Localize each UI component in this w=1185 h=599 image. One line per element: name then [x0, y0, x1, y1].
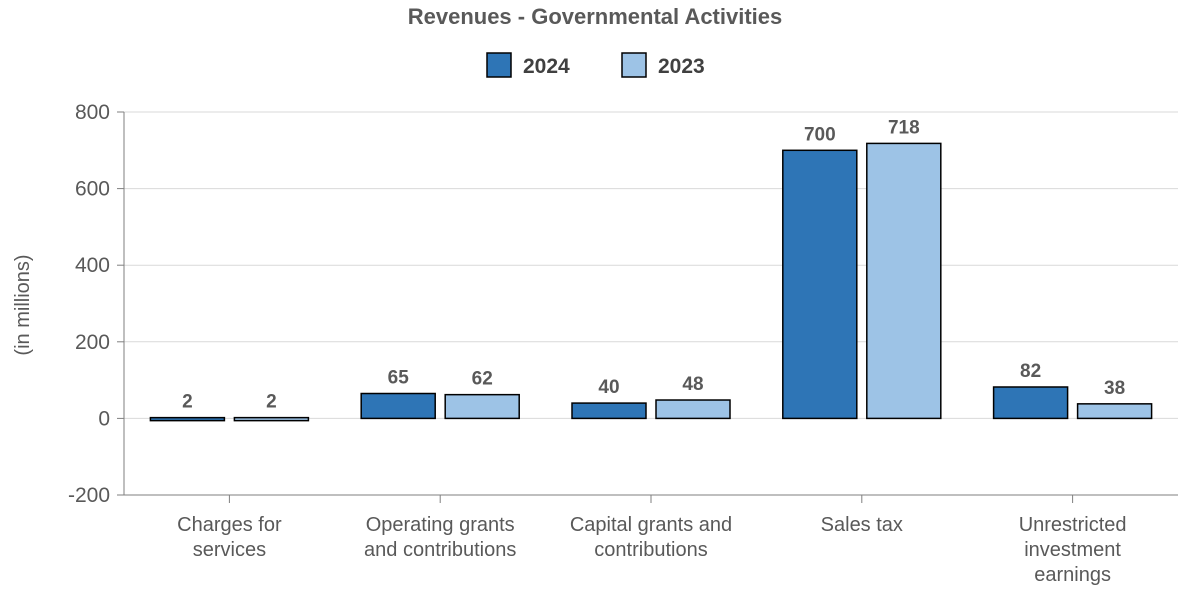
bar-2023-2: [655, 399, 731, 420]
legend-label-2024: 2024: [523, 55, 570, 78]
y-axis-label: (in millions): [12, 254, 34, 355]
legend-swatch-2024: [486, 52, 512, 78]
bar-2023-1: [444, 393, 520, 420]
x-tick-label: Unrestricted investment earnings: [1019, 514, 1127, 586]
legend-label-2023: 2023: [658, 55, 705, 78]
bar-2024-0: [149, 416, 226, 422]
data-label-2024-0: 2: [182, 392, 193, 413]
data-label-2024-2: 40: [598, 377, 619, 398]
data-label-2023-1: 62: [472, 369, 493, 390]
legend-swatch-2023: [621, 52, 647, 78]
data-label-2023-0: 2: [266, 392, 277, 413]
x-axis-ticks: Charges for services Operating grants and c…: [177, 495, 1127, 586]
y-tick-label: 400: [75, 254, 110, 277]
bar-2024-2: [571, 402, 647, 420]
bar-2023-4: [1076, 403, 1153, 420]
x-tick-label: Capital grants and contributions: [570, 514, 732, 561]
axes: [123, 112, 1178, 496]
bar-2024-1: [360, 392, 436, 420]
chart-title: Revenues - Governmental Activities: [408, 4, 783, 29]
y-tick-label: -200: [68, 484, 110, 507]
bars: [149, 142, 1153, 422]
data-label-2023-2: 48: [682, 374, 703, 395]
legend: 2024 2023: [486, 52, 705, 78]
data-label-2024-3: 700: [804, 124, 836, 145]
data-labels: 2 2 65 62 40 48 700 718 82 38: [182, 117, 1125, 412]
y-tick-label: 600: [75, 178, 110, 201]
data-label-2023-4: 38: [1104, 378, 1125, 399]
x-tick-label: Charges for services: [177, 514, 282, 561]
data-label-2024-4: 82: [1020, 361, 1041, 382]
bar-2023-3: [866, 142, 942, 420]
bar-2023-0: [233, 416, 310, 422]
data-label-2024-1: 65: [388, 368, 410, 389]
y-tick-label: 800: [75, 101, 110, 124]
y-tick-label: 200: [75, 331, 110, 354]
data-label-2023-3: 718: [888, 117, 920, 138]
bar-2024-4: [992, 386, 1069, 420]
x-tick-label: Operating grants and contributions: [364, 514, 516, 561]
bar-2024-3: [782, 149, 858, 420]
x-tick-label: Sales tax: [821, 514, 903, 536]
gridlines: [124, 111, 1178, 496]
y-tick-label: 0: [98, 407, 110, 430]
y-axis-ticks: -200 0 200 400 600 800: [68, 101, 124, 507]
